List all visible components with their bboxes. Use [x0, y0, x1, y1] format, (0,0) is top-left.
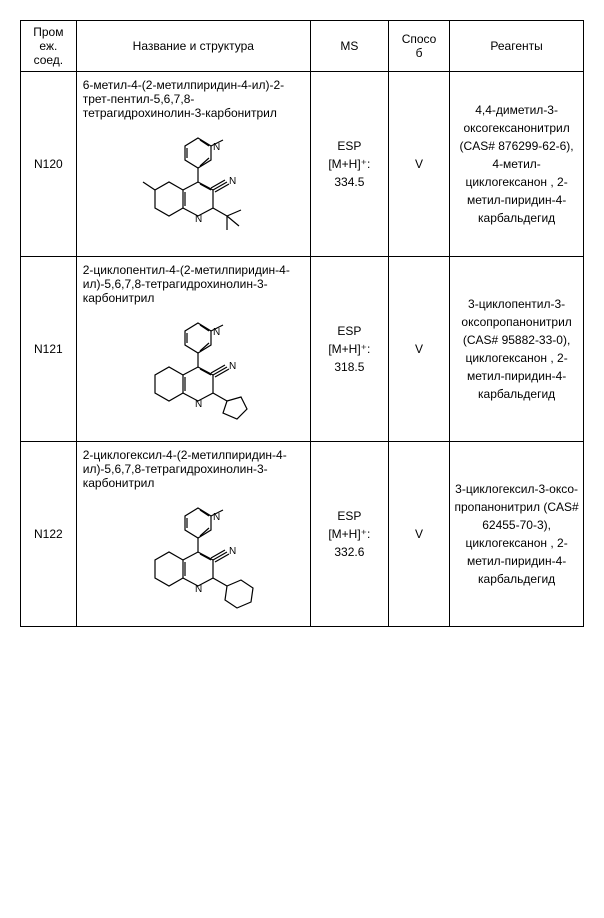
ms-value: 318.5 — [334, 360, 364, 374]
reagents-cell: 4,4-диметил-3-оксогексанонитрил (CAS# 87… — [450, 72, 584, 257]
header-reagents: Реагенты — [450, 21, 584, 72]
method-cell: V — [388, 72, 449, 257]
compound-name: 2-циклогексил-4-(2-метилпиридин-4-ил)-5,… — [83, 448, 304, 490]
compound-name: 2-циклопентил-4-(2-метилпиридин-4-ил)-5,… — [83, 263, 304, 305]
table-row: N120 6-метил-4-(2-метилпиридин-4-ил)-2-т… — [21, 72, 584, 257]
compound-id: N122 — [21, 442, 77, 627]
header-id: Промеж.соед. — [21, 21, 77, 72]
header-ms: MS — [310, 21, 388, 72]
method-cell: V — [388, 442, 449, 627]
svg-text:N: N — [229, 176, 236, 187]
reagents-cell: 3-циклопентил-3-оксопропанонитрил (CAS# … — [450, 257, 584, 442]
compound-name: 6-метил-4-(2-метилпиридин-4-ил)-2-трет-п… — [83, 78, 304, 120]
svg-text:N: N — [229, 361, 236, 372]
svg-text:N: N — [195, 584, 202, 595]
ms-value: 334.5 — [334, 175, 364, 189]
ms-label: ESP — [337, 324, 361, 338]
ms-label: ESP — [337, 509, 361, 523]
table-row: N121 2-циклопентил-4-(2-метилпиридин-4-и… — [21, 257, 584, 442]
chemical-structure: N N N — [83, 500, 304, 620]
chemical-structure: N N N — [83, 315, 304, 435]
ms-cell: ESP [M+H]⁺: 332.6 — [310, 442, 388, 627]
svg-text:N: N — [229, 546, 236, 557]
header-row: Промеж.соед. Название и структура MS Спо… — [21, 21, 584, 72]
compound-name-cell: 2-циклопентил-4-(2-метилпиридин-4-ил)-5,… — [76, 257, 310, 442]
header-name: Название и структура — [76, 21, 310, 72]
ms-cell: ESP [M+H]⁺: 334.5 — [310, 72, 388, 257]
compound-id: N120 — [21, 72, 77, 257]
svg-text:N: N — [195, 214, 202, 225]
ms-cell: ESP [M+H]⁺: 318.5 — [310, 257, 388, 442]
compounds-table: Промеж.соед. Название и структура MS Спо… — [20, 20, 584, 627]
ms-label: ESP — [337, 139, 361, 153]
ms-ion: [M+H]⁺: — [328, 527, 370, 541]
svg-text:N: N — [195, 399, 202, 410]
chemical-structure: N N N — [83, 130, 304, 250]
ms-ion: [M+H]⁺: — [328, 342, 370, 356]
ms-ion: [M+H]⁺: — [328, 157, 370, 171]
method-cell: V — [388, 257, 449, 442]
reagents-cell: 3-циклогексил-3-оксо-пропанонитрил (CAS#… — [450, 442, 584, 627]
compound-name-cell: 6-метил-4-(2-метилпиридин-4-ил)-2-трет-п… — [76, 72, 310, 257]
compound-id: N121 — [21, 257, 77, 442]
header-method: Способ — [388, 21, 449, 72]
ms-value: 332.6 — [334, 545, 364, 559]
compound-name-cell: 2-циклогексил-4-(2-метилпиридин-4-ил)-5,… — [76, 442, 310, 627]
table-row: N122 2-циклогексил-4-(2-метилпиридин-4-и… — [21, 442, 584, 627]
